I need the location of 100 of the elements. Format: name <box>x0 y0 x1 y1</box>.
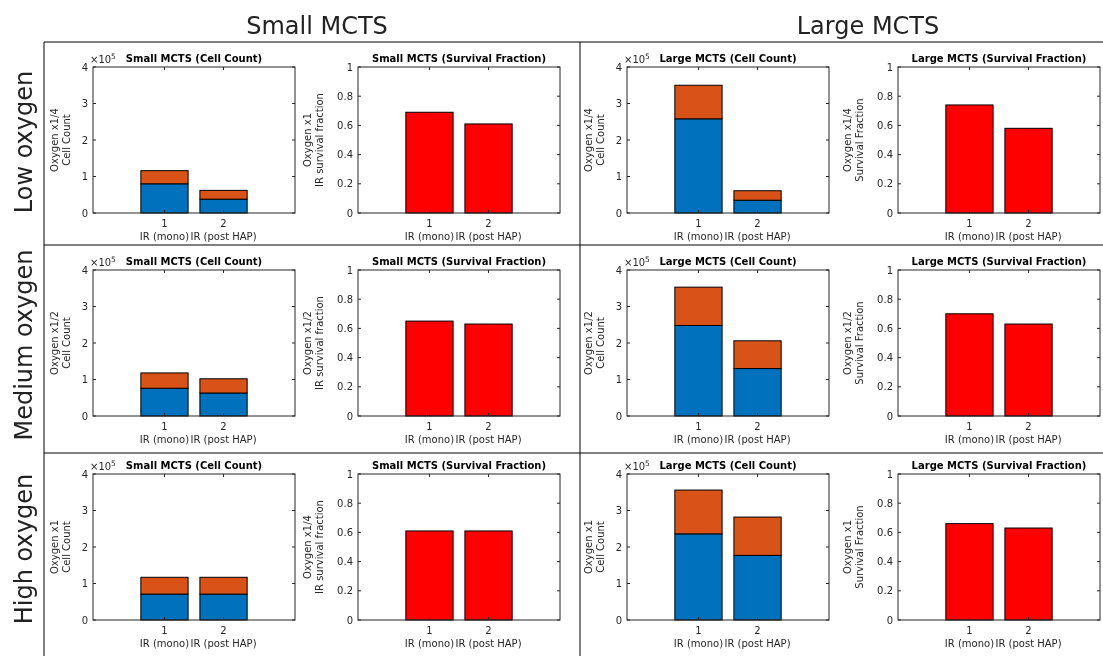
y-tick-label: 0.6 <box>337 119 353 131</box>
y-tick-label: 0.2 <box>877 585 893 597</box>
y-tick-label: 0.4 <box>337 352 353 364</box>
x-tick-label: 2 IR (post HAP) <box>455 625 522 649</box>
y-tick-label: 1 <box>346 264 353 276</box>
y-tick-label: 0.2 <box>877 381 893 393</box>
text: ×10$^{5}$ <box>624 51 651 65</box>
y-tick-label: 1 <box>346 61 353 73</box>
x-tick-label: 2 IR (post HAP) <box>455 421 522 445</box>
y-axis-title: Oxygen x1 IR survival fraction <box>302 93 325 187</box>
x-tick-label: 1 IR (mono) <box>139 421 190 445</box>
x-tick-label: 2 IR (post HAP) <box>995 625 1062 649</box>
text: Medium oxygen <box>10 249 38 441</box>
y-tick-label: 2 <box>81 134 88 146</box>
y-tick-label: 0 <box>81 614 88 626</box>
y-axis-title: Oxygen x1/4 Cell Count <box>49 108 72 172</box>
x-tick-label: 2 IR (post HAP) <box>995 218 1062 242</box>
y-tick-label: 4 <box>81 61 88 73</box>
y-tick-label: 3 <box>81 505 88 516</box>
text: ×10$^{5}$ <box>624 458 651 472</box>
x-tick-label: 2 IR (post HAP) <box>724 421 791 445</box>
x-tick-label: 1 IR (mono) <box>673 421 724 445</box>
y-tick-label: 1 <box>615 578 622 589</box>
y-tick-label: 0.8 <box>877 90 893 102</box>
x-tick-label: 1 IR (mono) <box>404 421 455 445</box>
chart-title: Large MCTS (Survival Fraction) <box>911 460 1087 471</box>
y-axis-title: Oxygen x1 Cell Count <box>583 519 606 575</box>
text: ×10$^{5}$ <box>90 458 117 472</box>
x-tick-label: 2 IR (post HAP) <box>995 421 1062 445</box>
y-tick-label: 2 <box>81 541 88 553</box>
y-tick-label: 3 <box>615 98 622 109</box>
x-tick-label: 1 IR (mono) <box>944 625 995 649</box>
x-tick-label: 1 IR (mono) <box>673 625 724 649</box>
y-tick-label: 1 <box>81 374 88 385</box>
chart-title: Large MCTS (Survival Fraction) <box>911 53 1087 64</box>
y-axis-title: Oxygen x1/2 IR survival fraction <box>302 296 325 390</box>
text: High oxygen <box>10 473 38 625</box>
y-axis-title: Oxygen x1/2 Cell Count <box>49 311 72 375</box>
y-axis-title: Oxygen x1/4 IR survival fraction <box>302 500 325 594</box>
y-tick-label: 0.2 <box>877 178 893 190</box>
y-tick-label: 0 <box>886 614 893 626</box>
x-tick-label: 1 IR (mono) <box>404 625 455 649</box>
x-tick-label: 2 IR (post HAP) <box>455 218 522 242</box>
y-tick-label: 2 <box>615 134 622 146</box>
y-tick-label: 0.2 <box>337 381 353 393</box>
y-tick-label: 3 <box>81 301 88 312</box>
y-tick-label: 0.8 <box>877 497 893 509</box>
y-tick-label: 0.2 <box>337 585 353 597</box>
chart-title: Small MCTS (Cell Count) <box>125 256 263 267</box>
x-tick-label: 2 IR (post HAP) <box>190 625 257 649</box>
x-tick-label: 1 IR (mono) <box>139 625 190 649</box>
chart-title: Large MCTS (Cell Count) <box>659 53 797 64</box>
chart-title: Large MCTS (Cell Count) <box>659 460 797 471</box>
x-tick-label: 1 IR (mono) <box>673 218 724 242</box>
y-tick-label: 0.4 <box>337 149 353 161</box>
y-axis-title: Oxygen x1/4 Survival Fraction <box>842 98 865 182</box>
y-tick-label: 0.4 <box>877 149 893 161</box>
y-tick-label: 3 <box>81 98 88 109</box>
chart-title: Small MCTS (Survival Fraction) <box>371 256 547 267</box>
y-tick-label: 0 <box>886 410 893 422</box>
y-tick-label: 2 <box>615 541 622 553</box>
chart-title: Small MCTS (Cell Count) <box>125 53 263 64</box>
y-tick-label: 3 <box>615 301 622 312</box>
y-tick-label: 1 <box>615 374 622 385</box>
y-tick-label: 4 <box>81 468 88 480</box>
text: Low oxygen <box>10 70 38 214</box>
y-tick-label: 2 <box>81 337 88 349</box>
y-tick-label: 4 <box>615 61 622 73</box>
y-tick-label: 0.6 <box>877 526 893 538</box>
y-tick-label: 0.4 <box>337 556 353 568</box>
y-tick-label: 0 <box>346 614 353 626</box>
y-tick-label: 1 <box>81 171 88 182</box>
x-tick-label: 1 IR (mono) <box>944 421 995 445</box>
y-tick-label: 0.8 <box>337 497 353 509</box>
y-tick-label: 0 <box>346 207 353 219</box>
x-tick-label: 2 IR (post HAP) <box>724 218 791 242</box>
y-axis-title: Oxygen x1/2 Survival Fraction <box>842 301 865 385</box>
y-tick-label: 0.8 <box>877 293 893 305</box>
x-tick-label: 1 IR (mono) <box>944 218 995 242</box>
y-tick-label: 0 <box>615 207 622 219</box>
y-axis-title: Oxygen x1/4 Cell Count <box>583 108 606 172</box>
y-tick-label: 4 <box>81 264 88 276</box>
text: Large MCTS <box>796 12 940 40</box>
y-tick-label: 1 <box>615 171 622 182</box>
y-tick-label: 0 <box>615 614 622 626</box>
y-tick-label: 0 <box>81 207 88 219</box>
y-tick-label: 0.6 <box>877 119 893 131</box>
y-tick-label: 0.6 <box>337 526 353 538</box>
y-tick-label: 0 <box>81 410 88 422</box>
x-tick-label: 2 IR (post HAP) <box>190 218 257 242</box>
y-tick-label: 4 <box>615 468 622 480</box>
text: ×10$^{5}$ <box>90 51 117 65</box>
chart-title: Large MCTS (Cell Count) <box>659 256 797 267</box>
chart-title: Large MCTS (Survival Fraction) <box>911 256 1087 267</box>
text: Small MCTS <box>246 12 388 40</box>
y-tick-label: 4 <box>615 264 622 276</box>
y-axis-title: Oxygen x1/2 Cell Count <box>583 311 606 375</box>
y-tick-label: 0 <box>615 410 622 422</box>
y-tick-label: 0.8 <box>337 90 353 102</box>
y-tick-label: 0.6 <box>877 322 893 334</box>
